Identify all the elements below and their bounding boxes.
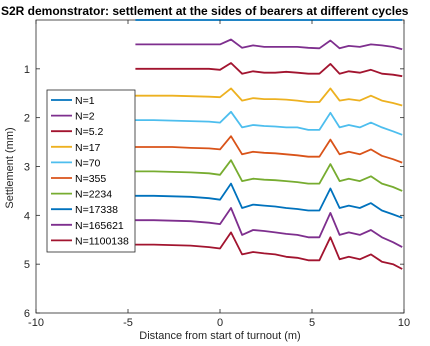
series-line-6 (135, 135, 403, 164)
y-tick-label: 4 (24, 210, 30, 222)
y-tick-label: 5 (24, 259, 30, 271)
legend-label: N=2 (75, 111, 95, 123)
series-line-9 (135, 207, 403, 248)
legend-label: N=70 (75, 157, 101, 169)
legend-label: N=2234 (75, 189, 112, 201)
legend-label: N=355 (75, 173, 106, 185)
y-tick-label: 1 (24, 64, 30, 76)
x-tick-label: 10 (398, 317, 410, 329)
x-axis-label: Distance from start of turnout (m) (139, 330, 300, 342)
legend-label: N=1 (75, 95, 95, 107)
series-layer (135, 19, 403, 270)
series-line-3 (135, 62, 403, 78)
x-tick-label: 5 (309, 317, 315, 329)
chart-title: S2R demonstrator: settlement at the side… (1, 4, 409, 18)
y-tick-label: 6 (24, 308, 30, 320)
legend-label: N=1100138 (75, 235, 129, 247)
series-line-10 (135, 231, 403, 270)
y-tick-label: 2 (24, 113, 30, 125)
series-line-2 (135, 38, 403, 51)
legend: N=1 N=2 N=5.2 N=17 N=70 N=355 N=2234 N=17338 N=1… (46, 89, 136, 253)
legend-label: N=17338 (75, 204, 118, 216)
legend-label: N=165621 (75, 220, 124, 232)
series-line-4 (135, 87, 403, 107)
y-axis-label: Settlement (mm) (4, 127, 16, 208)
x-tick-label: 0 (217, 317, 223, 329)
axis-layer: -10 -5 0 5 10 1 2 3 4 5 6 (24, 20, 410, 329)
x-tick-label: -5 (123, 317, 133, 329)
series-line-7 (135, 159, 403, 192)
x-tick-label: -10 (28, 317, 44, 329)
legend-label: N=5.2 (75, 126, 103, 138)
series-line-8 (135, 182, 403, 219)
series-line-5 (135, 110, 403, 136)
y-tick-label: 3 (24, 162, 30, 174)
legend-label: N=17 (75, 142, 101, 154)
